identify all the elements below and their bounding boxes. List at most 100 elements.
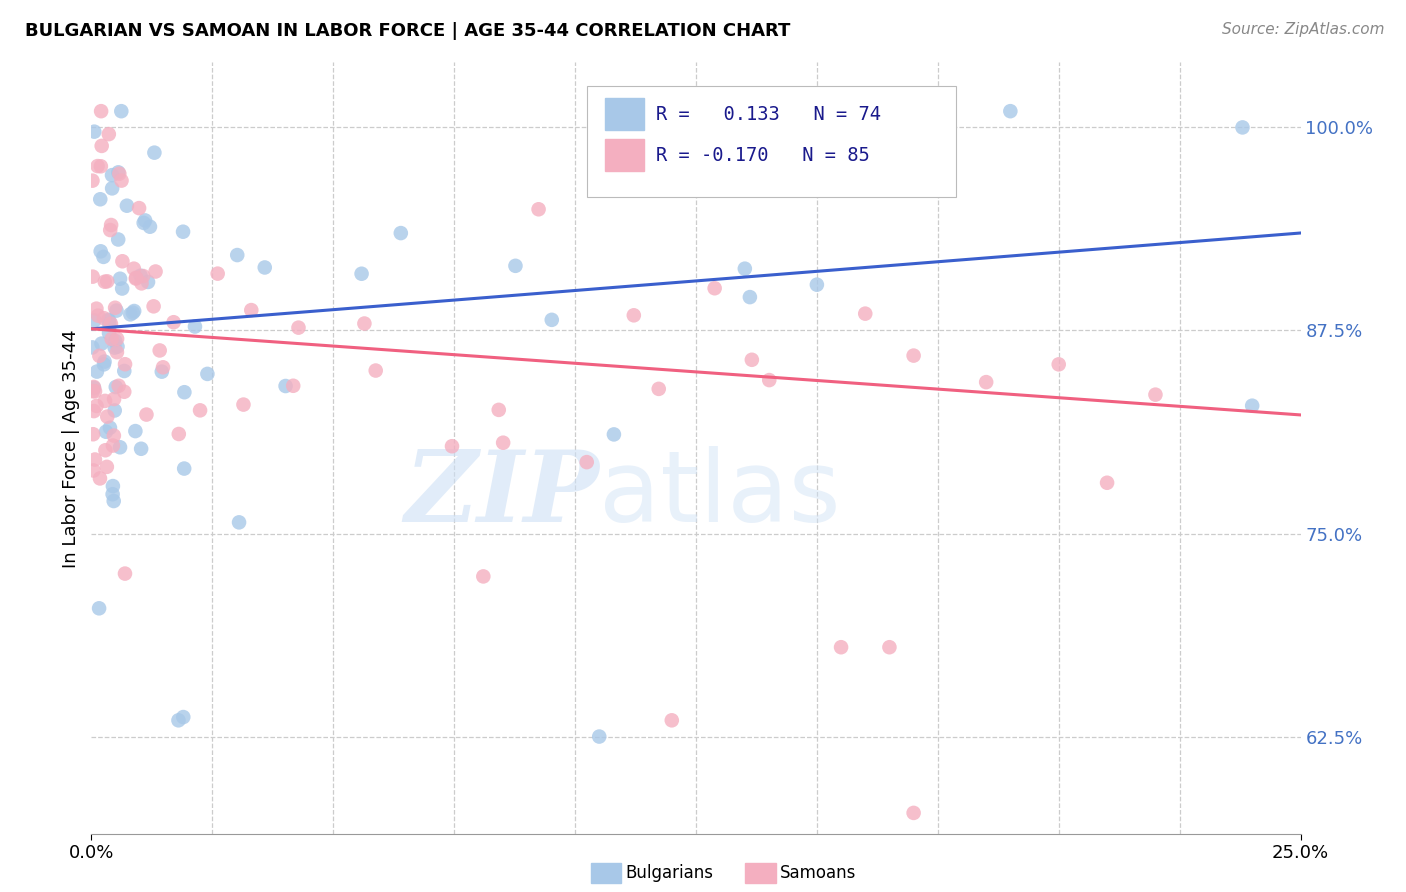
Point <box>98 314 121 328</box>
Point <box>287 320 309 334</box>
Point <box>112 364 135 378</box>
Text: Samoans: Samoans <box>780 864 856 882</box>
Point <box>82 174 104 188</box>
Point <box>974 375 997 389</box>
Point <box>86 301 108 316</box>
Point <box>101 439 124 453</box>
Point <box>93 357 115 371</box>
Point <box>135 408 157 422</box>
Point <box>588 730 610 744</box>
Point <box>86 365 108 379</box>
Point <box>110 173 132 187</box>
Point <box>122 261 145 276</box>
Point <box>112 384 135 399</box>
Point <box>661 714 683 728</box>
Point <box>472 569 495 583</box>
Point <box>389 226 412 240</box>
Point <box>172 710 194 724</box>
Point <box>188 403 211 417</box>
Point <box>103 392 125 406</box>
Point <box>103 428 125 442</box>
Point <box>104 334 127 348</box>
Point <box>90 159 112 173</box>
Point <box>240 303 263 318</box>
Point <box>167 714 190 728</box>
Point <box>101 181 124 195</box>
Point <box>108 271 131 285</box>
Point <box>97 313 120 327</box>
Point <box>96 409 118 424</box>
Point <box>134 213 156 227</box>
Point <box>1144 387 1167 401</box>
Point <box>83 380 105 394</box>
Point <box>540 313 562 327</box>
Point <box>100 317 122 331</box>
Point <box>100 332 122 346</box>
Point <box>84 384 107 399</box>
Point <box>90 336 112 351</box>
Point <box>84 452 107 467</box>
Point <box>131 277 153 291</box>
Point <box>830 640 852 655</box>
Point <box>575 455 598 469</box>
Point <box>93 354 115 368</box>
Point <box>139 219 162 234</box>
Point <box>903 349 925 363</box>
Point <box>1241 399 1264 413</box>
Point <box>207 267 229 281</box>
Point <box>132 268 155 283</box>
Point <box>232 398 254 412</box>
Y-axis label: In Labor Force | Age 35-44: In Labor Force | Age 35-44 <box>62 329 80 567</box>
Point <box>440 439 463 453</box>
Point <box>89 471 111 485</box>
Point <box>350 267 373 281</box>
Point <box>184 319 207 334</box>
Point <box>105 303 128 318</box>
Point <box>145 264 167 278</box>
Point <box>107 165 129 179</box>
Point <box>283 378 305 392</box>
Text: R =   0.133   N = 74: R = 0.133 N = 74 <box>657 104 882 124</box>
Point <box>128 201 150 215</box>
Point <box>111 254 134 268</box>
Point <box>114 566 136 581</box>
Point <box>103 494 125 508</box>
Text: R = -0.170   N = 85: R = -0.170 N = 85 <box>657 145 870 164</box>
Point <box>90 139 112 153</box>
Point <box>108 440 131 454</box>
Point <box>115 199 138 213</box>
Point <box>83 381 105 395</box>
Bar <box>605 98 644 130</box>
Point <box>111 281 134 295</box>
Point <box>1000 104 1022 119</box>
Point <box>104 301 127 315</box>
Point <box>172 225 194 239</box>
Point <box>738 290 761 304</box>
Point <box>142 299 165 313</box>
Point <box>93 311 115 326</box>
Point <box>703 281 725 295</box>
Point <box>104 380 127 394</box>
Point <box>505 259 527 273</box>
Point <box>121 306 143 320</box>
Point <box>110 104 132 119</box>
Point <box>492 435 515 450</box>
Point <box>82 269 104 284</box>
Point <box>197 367 219 381</box>
Point <box>353 317 375 331</box>
Point <box>83 313 105 327</box>
Point <box>903 805 925 820</box>
Point <box>758 373 780 387</box>
Point <box>596 171 619 186</box>
Point <box>94 425 117 439</box>
Text: □: □ <box>602 863 621 882</box>
Point <box>1047 357 1070 371</box>
Point <box>101 168 124 182</box>
Point <box>122 304 145 318</box>
Point <box>129 268 152 283</box>
Point <box>741 352 763 367</box>
Point <box>136 275 159 289</box>
Text: atlas: atlas <box>599 446 841 543</box>
Point <box>97 127 120 141</box>
Text: BULGARIAN VS SAMOAN IN LABOR FORCE | AGE 35-44 CORRELATION CHART: BULGARIAN VS SAMOAN IN LABOR FORCE | AGE… <box>25 22 790 40</box>
